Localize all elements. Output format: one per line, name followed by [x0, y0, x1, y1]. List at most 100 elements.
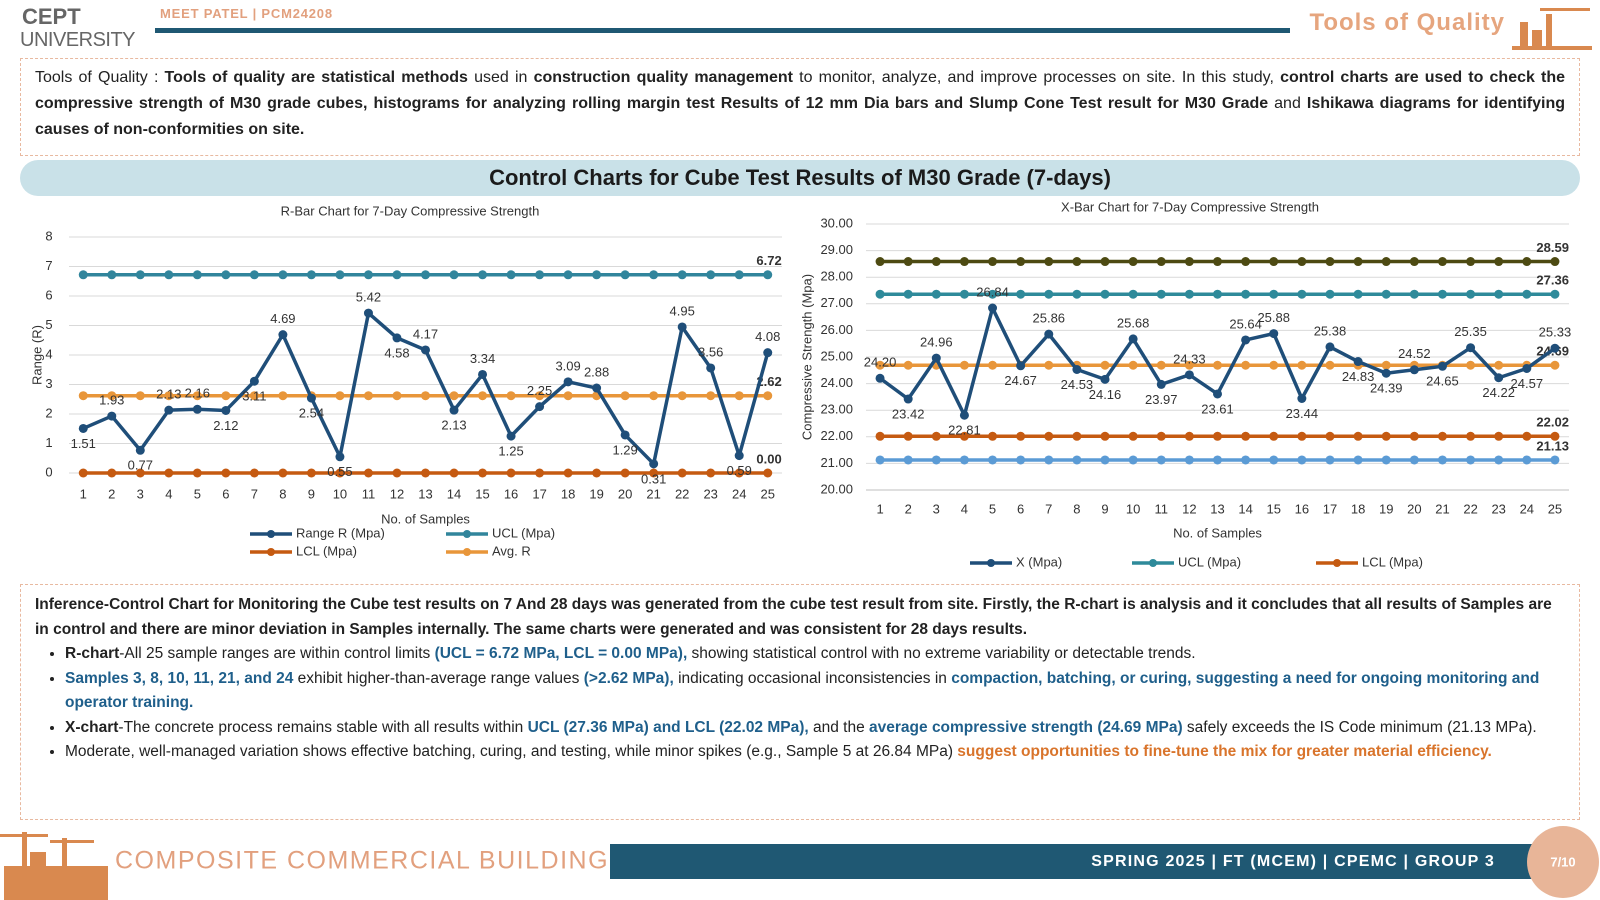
- point: [1100, 431, 1110, 441]
- point: [734, 270, 744, 280]
- x-tick-label: 6: [1017, 501, 1024, 516]
- point: [278, 270, 288, 280]
- point: [563, 270, 573, 280]
- point: [1213, 389, 1222, 399]
- point: [1325, 257, 1335, 267]
- y-tick-label: 27.00: [820, 295, 853, 310]
- bullet-text: UCL (27.36 MPa) and LCL (22.02 MPa),: [527, 718, 809, 736]
- x-tick-label: 15: [1267, 501, 1281, 516]
- data-label: 2.25: [527, 383, 552, 398]
- point: [592, 383, 602, 393]
- point: [592, 468, 602, 478]
- data-label: 22.02: [1536, 415, 1569, 430]
- point: [1016, 455, 1026, 465]
- x-tick-label: 7: [251, 486, 258, 501]
- point: [1437, 361, 1447, 371]
- y-tick-label: 24.00: [820, 375, 853, 390]
- footer-info: SPRING 2025 | FT (MCEM) | CPEMC | GROUP …: [1091, 853, 1495, 870]
- bullet-text: average compressive strength (24.69 MPa): [869, 718, 1183, 736]
- data-label: 0.31: [641, 471, 666, 486]
- point: [1128, 334, 1138, 344]
- x-tick-label: 24: [732, 486, 746, 501]
- point: [335, 391, 345, 401]
- point: [221, 270, 231, 280]
- x-tick-label: 8: [1073, 501, 1080, 516]
- data-label: 5.42: [356, 290, 381, 305]
- point: [903, 394, 913, 404]
- y-axis-label: Range (R): [29, 325, 44, 385]
- point: [1353, 257, 1363, 267]
- data-label: 4.95: [670, 303, 695, 318]
- legend-marker: [463, 530, 471, 538]
- point: [278, 330, 288, 340]
- point: [649, 468, 659, 478]
- intro-box: Tools of Quality : Tools of quality are …: [20, 58, 1580, 156]
- data-label: 28.59: [1536, 240, 1569, 255]
- point: [1072, 289, 1082, 299]
- point: [1325, 289, 1335, 299]
- point: [1156, 360, 1166, 370]
- point: [1156, 257, 1166, 267]
- point: [734, 468, 744, 478]
- footer: COMPOSITE COMMERCIAL BUILDING SPRING 202…: [0, 826, 1599, 900]
- point: [249, 391, 259, 401]
- point: [1156, 455, 1166, 465]
- point: [164, 270, 174, 280]
- crane-icon: [1512, 8, 1592, 50]
- point: [1522, 363, 1532, 373]
- x-tick-label: 1: [876, 501, 883, 516]
- point: [1072, 431, 1082, 441]
- point: [506, 431, 516, 441]
- point: [875, 431, 885, 441]
- point: [1100, 360, 1110, 370]
- legend-marker: [267, 548, 275, 556]
- bullet-text: -The concrete process remains stable wit…: [118, 718, 528, 736]
- point: [734, 391, 744, 401]
- data-label: 27.36: [1536, 273, 1569, 288]
- point: [763, 391, 773, 401]
- point: [1381, 360, 1391, 370]
- x-tick-label: 10: [1126, 501, 1140, 516]
- point: [1522, 289, 1532, 299]
- point: [1325, 431, 1335, 441]
- data-label: 2.13: [156, 387, 181, 402]
- point: [959, 455, 969, 465]
- y-tick-label: 0: [45, 464, 52, 479]
- point: [959, 410, 969, 420]
- x-tick-label: 2: [905, 501, 912, 516]
- data-label: 0.55: [327, 464, 352, 479]
- bullet-text: compaction, batching, or curing, suggest…: [65, 669, 1540, 712]
- point: [988, 257, 998, 267]
- point: [677, 270, 687, 280]
- legend-label: UCL (Mpa): [1178, 554, 1241, 569]
- x-tick-label: 11: [1155, 501, 1169, 516]
- point: [931, 455, 941, 465]
- point: [875, 455, 885, 465]
- point: [1409, 289, 1419, 299]
- point: [734, 451, 744, 461]
- point: [903, 289, 913, 299]
- x-tick-label: 12: [390, 486, 404, 501]
- point: [1353, 455, 1363, 465]
- point: [506, 270, 516, 280]
- x-tick-label: 3: [933, 501, 940, 516]
- point: [1437, 289, 1447, 299]
- point: [392, 270, 402, 280]
- point: [1128, 257, 1138, 267]
- point: [192, 270, 202, 280]
- data-label: 24.22: [1482, 385, 1515, 400]
- x-tick-label: 17: [532, 486, 546, 501]
- bullet: Samples 3, 8, 10, 11, 21, and 24 exhibit…: [65, 667, 1565, 716]
- point: [1381, 257, 1391, 267]
- point: [1241, 335, 1251, 345]
- point: [1466, 360, 1476, 370]
- point: [1044, 455, 1054, 465]
- point: [903, 360, 913, 370]
- x-tick-label: 22: [675, 486, 689, 501]
- point: [988, 431, 998, 441]
- intro-text: and: [1268, 95, 1307, 112]
- point: [78, 468, 88, 478]
- point: [1297, 257, 1307, 267]
- data-label: 4.08: [755, 329, 780, 344]
- point: [1550, 257, 1560, 267]
